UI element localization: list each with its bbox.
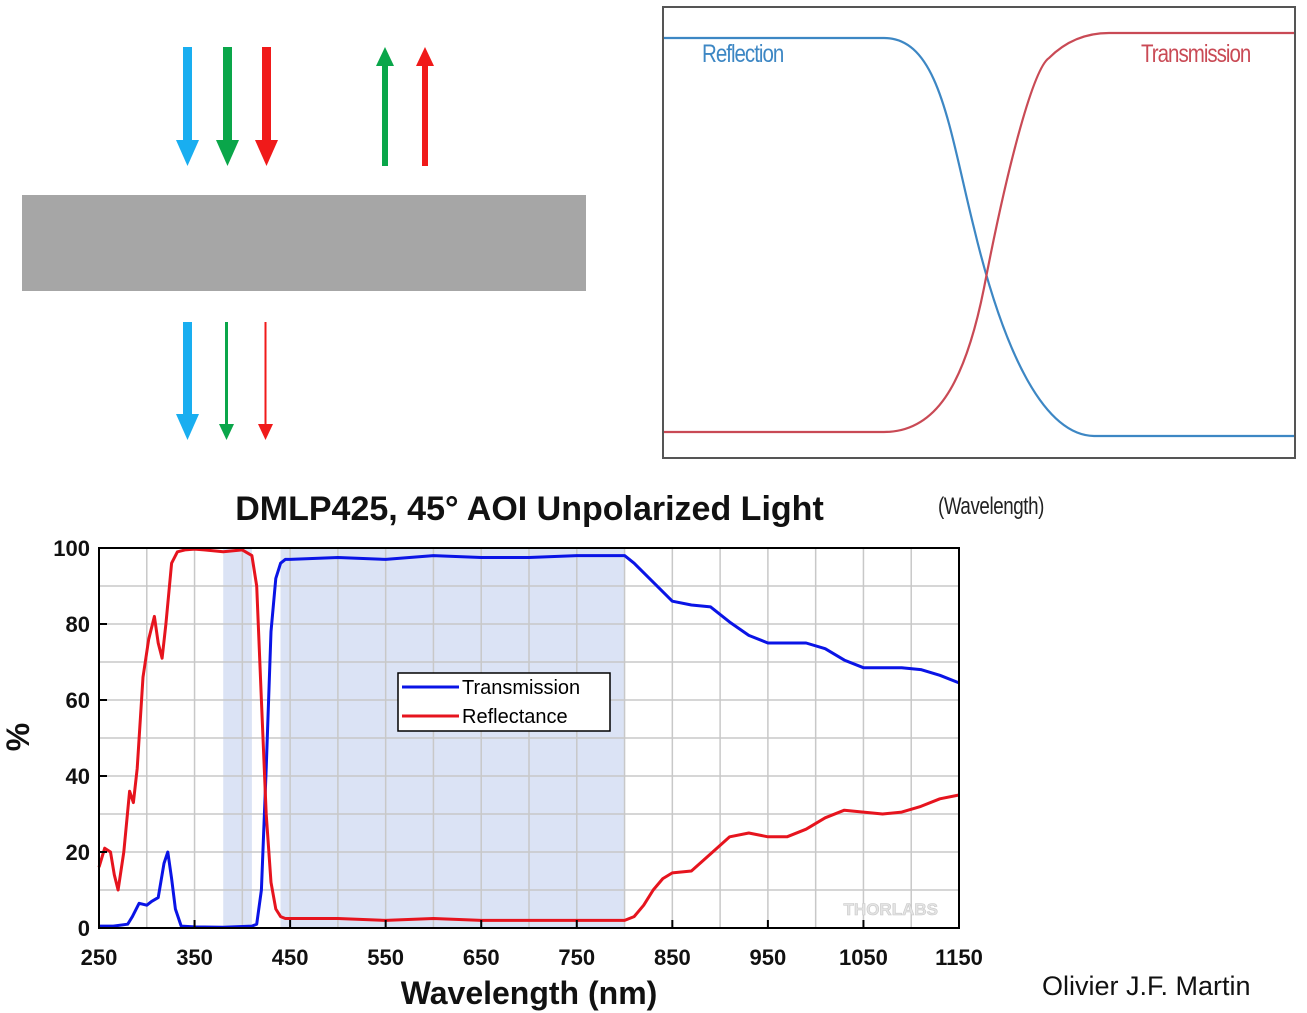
transmitted-green-arrow [219,322,234,440]
y-tick-label: 80 [66,612,90,637]
mirror-plate [22,195,586,291]
incident-blue-arrow [176,47,199,166]
axis-ticks: 250 350 450 550 650 750 850 950 1050 1150 0 20 40 60 8… [53,536,983,970]
transmitted-blue-arrow [176,322,199,440]
y-tick-label: 20 [66,840,90,865]
y-tick-label: 0 [78,916,90,941]
reflected-red-arrow [416,47,434,166]
transmission-curve [664,31,1294,434]
series-line-transmission [99,554,960,929]
beam-diagram [22,47,586,440]
legend-box [397,672,611,732]
legend-label-transmission: Transmission [462,677,580,699]
legend: Transmission Reflectance [397,672,611,732]
x-tick-label: 550 [367,945,404,970]
transmitted-beams [176,322,273,440]
x-tick-label: 850 [654,945,691,970]
reflected-green-arrow [376,47,394,166]
schematic-panel: Reflection Transmission [662,6,1296,459]
plot-series [97,547,960,929]
incident-beams [176,47,278,166]
x-tick-label: 1050 [839,945,888,970]
x-tick-label: 750 [558,945,595,970]
x-tick-label: 250 [81,945,118,970]
x-axis-label: Wavelength (nm) [401,975,658,1011]
legend-label-reflectance: Reflectance [462,706,568,728]
incident-red-arrow [255,47,278,166]
chart-title: DMLP425, 45° AOI Unpolarized Light [235,490,824,528]
y-tick-label: 40 [66,764,90,789]
thorlabs-watermark: THORLABS [844,900,938,919]
author-credit: Olivier J.F. Martin [1042,971,1251,1001]
transmission-label: Transmission [1141,40,1251,68]
plot-frame [98,547,960,929]
x-tick-label: 650 [463,945,500,970]
y-tick-label: 100 [53,536,90,561]
x-tick-label: 350 [176,945,213,970]
reflection-label: Reflection [702,40,784,68]
incident-green-arrow [216,47,239,166]
series-line-reflectance [97,547,960,922]
reflected-beams [376,47,434,166]
schematic-curves [664,31,1294,438]
y-tick-label: 60 [66,688,90,713]
wavelength-axis-note: (Wavelength) [938,493,1044,520]
x-tick-label: 450 [272,945,309,970]
transmitted-red-arrow [258,322,273,440]
x-tick-label: 1150 [935,945,983,970]
reflection-curve [664,36,1294,438]
y-axis-label: % [0,723,36,751]
x-tick-label: 950 [750,945,787,970]
